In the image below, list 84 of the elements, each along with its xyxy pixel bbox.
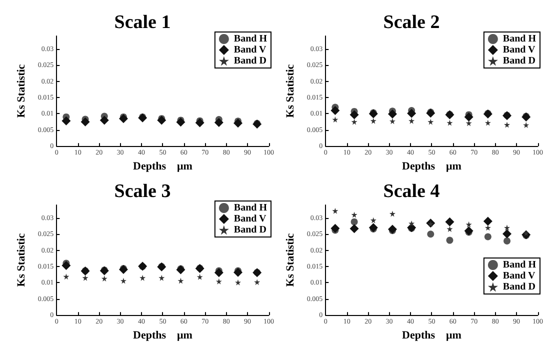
point [523, 230, 530, 236]
point [483, 216, 492, 226]
point [254, 279, 260, 286]
point [484, 224, 491, 231]
legend-label: Band V [502, 270, 536, 282]
point [140, 274, 146, 281]
x-axis-title: Depths μm [402, 160, 462, 172]
legend-label: Band H [234, 34, 268, 44]
legend-label: Band D [234, 56, 266, 66]
point [502, 229, 512, 238]
point [195, 118, 204, 128]
point [389, 118, 396, 124]
chart-title: Scale 2 [383, 12, 440, 33]
x-axis-title: Depths μm [132, 330, 192, 342]
x-axis-title: Depths μm [402, 330, 462, 342]
chart-title: Scale 1 [114, 12, 171, 33]
point [350, 218, 358, 226]
point [214, 118, 224, 127]
point [62, 116, 71, 126]
legend-label: Band D [234, 224, 266, 236]
point [330, 224, 340, 233]
point [234, 279, 241, 286]
point [388, 224, 397, 234]
point [389, 210, 396, 217]
point [332, 208, 338, 214]
point [63, 274, 70, 280]
point [214, 268, 224, 278]
point [330, 106, 340, 115]
point [100, 116, 109, 125]
point [233, 118, 242, 128]
legend-label: Band D [502, 282, 536, 292]
point [80, 117, 90, 126]
point [350, 110, 359, 120]
point [446, 120, 453, 126]
point [351, 118, 358, 125]
point [428, 118, 434, 125]
point [82, 274, 88, 281]
point [388, 110, 397, 119]
legend-label: Band H [234, 202, 268, 214]
point [484, 233, 492, 240]
legend-label: Band V [234, 214, 268, 224]
point [446, 226, 453, 232]
y-axis-title: Ks Statistic [16, 64, 28, 118]
legend-label: Band H [502, 34, 536, 44]
legend-label: Band V [502, 44, 536, 56]
point [118, 114, 128, 124]
chart-title: Scale 3 [114, 181, 171, 202]
legend-label: Band H [502, 260, 536, 270]
point [504, 237, 510, 244]
point [176, 118, 186, 127]
point [427, 230, 434, 238]
y-axis-title: Ks Statistic [16, 233, 28, 287]
point [464, 226, 474, 236]
point [407, 108, 416, 118]
point [62, 261, 71, 270]
point [158, 274, 165, 281]
point [350, 224, 359, 234]
point [370, 217, 376, 224]
point [120, 278, 126, 284]
y-axis-title: Ks Statistic [284, 64, 296, 118]
point [523, 122, 530, 128]
point [466, 221, 472, 228]
point [504, 224, 510, 231]
point [157, 116, 166, 125]
point [216, 278, 222, 284]
legend-label: Band D [502, 56, 536, 66]
point [370, 118, 376, 124]
point [464, 112, 474, 122]
point [408, 118, 415, 124]
legend-label: Band V [234, 44, 268, 56]
point [445, 217, 454, 226]
point [466, 120, 472, 126]
point [332, 116, 338, 123]
point [196, 274, 203, 280]
point [351, 212, 358, 218]
point [101, 276, 108, 282]
point [504, 122, 510, 128]
y-axis-title: Ks Statistic [284, 233, 296, 287]
x-axis-title: Depths μm [132, 160, 192, 172]
point [178, 278, 184, 284]
point [233, 268, 242, 277]
point [446, 236, 454, 244]
point [484, 120, 491, 126]
chart-title: Scale 4 [383, 181, 440, 202]
